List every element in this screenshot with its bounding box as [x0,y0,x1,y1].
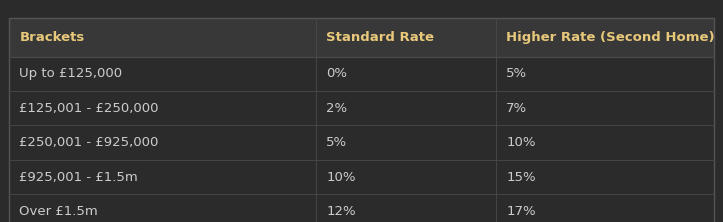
Text: 17%: 17% [506,205,536,218]
Text: 5%: 5% [506,67,527,80]
Text: 15%: 15% [506,170,536,184]
Text: 10%: 10% [506,136,536,149]
Bar [9,125,714,160]
Text: Up to £125,000: Up to £125,000 [20,67,122,80]
Text: Higher Rate (Second Home): Higher Rate (Second Home) [506,31,715,44]
Text: 2%: 2% [326,102,347,115]
Text: £250,001 - £925,000: £250,001 - £925,000 [20,136,158,149]
Bar [9,194,714,222]
Bar [9,91,714,125]
Text: 10%: 10% [326,170,356,184]
Bar [9,18,714,57]
Text: 12%: 12% [326,205,356,218]
Text: 7%: 7% [506,102,527,115]
Bar [9,57,714,91]
Text: Over £1.5m: Over £1.5m [20,205,98,218]
Text: £925,001 - £1.5m: £925,001 - £1.5m [20,170,138,184]
Text: 5%: 5% [326,136,347,149]
Text: Standard Rate: Standard Rate [326,31,435,44]
Text: £125,001 - £250,000: £125,001 - £250,000 [20,102,159,115]
Bar [9,160,714,194]
Text: 0%: 0% [326,67,347,80]
Text: Brackets: Brackets [20,31,85,44]
